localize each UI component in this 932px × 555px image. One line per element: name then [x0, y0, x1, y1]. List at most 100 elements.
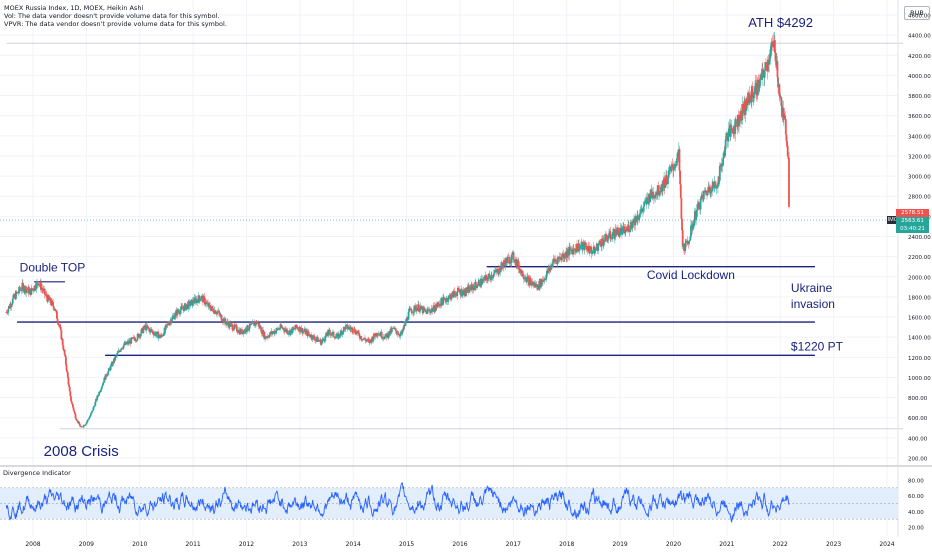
time-tick-label: 2020 [666, 541, 681, 548]
candle-body [758, 88, 760, 92]
candle-body [488, 273, 491, 276]
candle-body [145, 325, 148, 331]
candle-body [724, 139, 727, 150]
candle-body [785, 134, 788, 142]
candle-body [235, 325, 238, 327]
candle-body [563, 253, 566, 259]
candle-body [634, 216, 637, 226]
candle-body [50, 300, 53, 306]
candle-body [22, 285, 25, 292]
candle-body [339, 330, 342, 336]
candle-body [588, 246, 591, 254]
candle-body [147, 327, 150, 329]
time-tick-label: 2013 [292, 541, 307, 548]
candle-body [729, 124, 732, 137]
candle-body [763, 69, 766, 78]
candle-body [162, 334, 165, 336]
candle-body [111, 361, 114, 366]
currency-button[interactable]: RUB [904, 6, 930, 20]
candle-body [263, 331, 266, 339]
candle-body [476, 286, 478, 288]
candle-body [335, 334, 338, 337]
time-axis[interactable]: 2008 2009 2010 2011 2012 2013 2014 2015 2016 2017… [25, 541, 894, 548]
candle-body [97, 395, 99, 397]
time-tick-label: 2024 [879, 541, 894, 548]
candle-body [79, 424, 81, 427]
candle-body [232, 329, 234, 331]
price-axis[interactable]: 200.00 400.00 600.00 800.00 1000.00 1200.00 14… [908, 14, 931, 463]
candle-body [646, 197, 649, 200]
candle-body [136, 334, 139, 340]
candle-body [744, 111, 747, 115]
candle-body [490, 275, 493, 279]
candle-body [472, 286, 475, 288]
candle-body [481, 282, 484, 285]
candle-body [458, 291, 461, 293]
candle-body [583, 242, 586, 251]
candle-body [155, 334, 158, 336]
candle-body [185, 306, 188, 310]
candle-body [322, 338, 325, 340]
candle-body [133, 337, 136, 340]
price-tick-label: 3000.00 [908, 175, 931, 181]
annotation-label: invasion [791, 297, 835, 311]
candle-body [232, 329, 235, 331]
candle-body [23, 290, 26, 292]
candle-body [43, 288, 46, 295]
candle-body [357, 330, 360, 334]
candle-body [32, 290, 35, 292]
candle-body [180, 306, 183, 311]
candle-body [413, 305, 416, 312]
candle-body [21, 282, 24, 290]
candle-body [68, 386, 71, 392]
candle-body [610, 238, 612, 239]
candle-body [578, 246, 581, 251]
candle-body [34, 285, 37, 290]
candle-body [341, 331, 344, 335]
candle-body [248, 328, 250, 330]
candle-body [97, 395, 100, 396]
indicator-axis[interactable]: 20.00 40.00 60.00 80.00 [908, 479, 924, 532]
candle-body [335, 336, 338, 338]
candle-body [192, 300, 195, 303]
candle-body [601, 238, 604, 240]
candle-body [30, 287, 33, 295]
candle-body [140, 329, 143, 334]
candle-body [399, 334, 402, 337]
candle-body [553, 258, 555, 260]
candle-body [146, 325, 149, 328]
candle-body [615, 229, 617, 234]
candle-body [673, 167, 676, 169]
candle-body [466, 287, 469, 292]
candle-body [174, 312, 177, 317]
candle-body [410, 310, 413, 314]
candle-body [501, 262, 503, 266]
candle-body [627, 225, 630, 232]
candle-body [607, 238, 610, 240]
candle-body [90, 412, 93, 414]
candle-body [566, 251, 569, 258]
candle-body [437, 302, 440, 304]
candle-body [203, 298, 206, 305]
candle-body [747, 92, 749, 105]
candle-body [157, 331, 160, 339]
candle-body [102, 382, 105, 384]
candle-body [579, 246, 582, 247]
candle-body [664, 184, 667, 188]
candle-body [665, 175, 668, 182]
candle-body [157, 335, 160, 339]
candle-body [776, 61, 779, 78]
candle-body [462, 291, 464, 296]
candle-body [474, 281, 477, 290]
candle-body [458, 289, 461, 292]
candle-body [438, 303, 441, 306]
candle-body [476, 285, 479, 287]
candle-body [492, 276, 494, 278]
candle-body [589, 246, 592, 247]
candle-body [154, 332, 157, 336]
candle-body [281, 326, 284, 329]
candle-body [255, 321, 258, 324]
candle-body [82, 425, 85, 427]
